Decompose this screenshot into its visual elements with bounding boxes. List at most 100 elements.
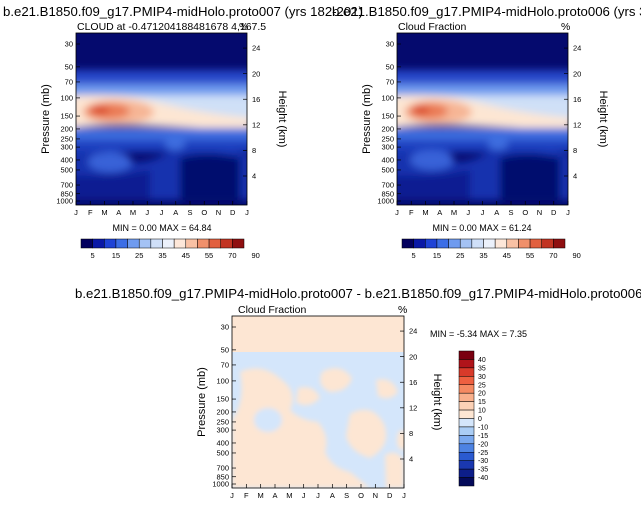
colorbar-swatch bbox=[458, 384, 475, 394]
min-max-label: MIN = 0.00 MAX = 64.84 bbox=[112, 223, 211, 233]
heatmap-field bbox=[397, 33, 568, 205]
variable-label: Cloud Fraction bbox=[238, 304, 306, 316]
y-tick-label: 30 bbox=[65, 40, 73, 49]
colorbar-label: 70 bbox=[549, 251, 557, 260]
colorbar-label: 5 bbox=[91, 251, 95, 260]
y-tick-label: 250 bbox=[60, 135, 73, 144]
colorbar-label: 35 bbox=[158, 251, 166, 260]
y-tick-label-right: 8 bbox=[409, 429, 413, 438]
x-tick-label: D bbox=[230, 208, 236, 217]
colorbar-swatch bbox=[115, 238, 128, 249]
panel-title: b.e21.B1850.f09_g17.PMIP4-midHolo.proto0… bbox=[3, 4, 363, 19]
x-tick-label: M bbox=[451, 208, 457, 217]
colorbar-swatch bbox=[506, 238, 519, 249]
colorbar-label: 20 bbox=[478, 391, 486, 398]
y-tick-label-right: 4 bbox=[252, 172, 256, 181]
colorbar-label: 25 bbox=[456, 251, 464, 260]
x-tick-label: A bbox=[116, 208, 121, 217]
colorbar-label: 55 bbox=[526, 251, 534, 260]
colorbar-swatch bbox=[138, 238, 152, 249]
colorbar-label: 25 bbox=[478, 382, 486, 389]
y-tick-label: 200 bbox=[60, 125, 73, 134]
y-tick-label: 700 bbox=[60, 181, 73, 190]
colorbar-swatch bbox=[458, 477, 475, 487]
colorbar-swatch bbox=[458, 443, 475, 453]
y-tick-label: 200 bbox=[216, 408, 229, 417]
y-tick-label: 200 bbox=[381, 125, 394, 134]
x-tick-label: J bbox=[466, 208, 470, 217]
y-tick-label: 100 bbox=[60, 94, 73, 103]
x-tick-label: J bbox=[481, 208, 485, 217]
colorbar-swatch bbox=[197, 238, 210, 249]
y-axis-label-right: Height (km) bbox=[597, 91, 609, 148]
y-tick-label-right: 16 bbox=[573, 95, 581, 104]
y-tick-label: 500 bbox=[60, 166, 73, 175]
y-tick-label-right: 20 bbox=[409, 352, 417, 361]
colorbar-swatch bbox=[232, 238, 245, 249]
y-axis-label: Pressure (mb) bbox=[361, 84, 373, 154]
y-tick-label: 850 bbox=[216, 472, 229, 481]
x-tick-label: M bbox=[130, 208, 136, 217]
y-tick-label: 850 bbox=[60, 189, 73, 198]
colorbar-swatch bbox=[529, 238, 542, 249]
y-tick-label-right: 8 bbox=[252, 146, 256, 155]
colorbar-label: 45 bbox=[182, 251, 190, 260]
x-tick-label: M bbox=[286, 491, 292, 500]
x-tick-label: D bbox=[387, 491, 393, 500]
y-tick-label: 700 bbox=[381, 181, 394, 190]
colorbar-swatch bbox=[173, 238, 187, 249]
y-tick-label: 150 bbox=[216, 395, 229, 404]
panel-title: b.e21.B1850.f09_g17.PMIP4-midHolo.proto0… bbox=[332, 4, 641, 19]
y-tick-label-right: 24 bbox=[252, 44, 260, 53]
colorbar: 5 15 25 35 45 55 70 90 bbox=[401, 238, 581, 260]
colorbar-label: 15 bbox=[433, 251, 441, 260]
colorbar-swatch bbox=[459, 238, 473, 249]
y-tick-label-right: 4 bbox=[573, 172, 577, 181]
colorbar-swatch bbox=[458, 418, 475, 428]
y-tick-label: 250 bbox=[216, 418, 229, 427]
colorbar-swatch bbox=[92, 238, 105, 249]
colorbar-swatch bbox=[483, 238, 496, 249]
panel-title: b.e21.B1850.f09_g17.PMIP4-midHolo.proto0… bbox=[75, 286, 641, 301]
colorbar-label: 5 bbox=[412, 251, 416, 260]
colorbar-swatch bbox=[150, 238, 163, 249]
x-tick-label: J bbox=[160, 208, 164, 217]
colorbar-label: 35 bbox=[478, 365, 486, 372]
x-tick-label: A bbox=[494, 208, 499, 217]
colorbar-label: -35 bbox=[478, 467, 488, 474]
colorbar-swatch bbox=[162, 238, 175, 249]
x-tick-label: J bbox=[302, 491, 306, 500]
colorbar-label: -10 bbox=[478, 424, 488, 431]
x-tick-label: A bbox=[272, 491, 277, 500]
x-tick-label: S bbox=[187, 208, 192, 217]
min-max-label: MIN = -5.34 MAX = 7.35 bbox=[430, 329, 527, 339]
x-tick-label: M bbox=[101, 208, 107, 217]
y-tick-label-right: 16 bbox=[252, 95, 260, 104]
colorbar: 5 15 25 35 45 55 70 90 bbox=[80, 238, 260, 260]
colorbar-label: 15 bbox=[112, 251, 120, 260]
colorbar-swatch bbox=[518, 238, 531, 249]
colorbar-label: -15 bbox=[478, 433, 488, 440]
colorbar-label: 45 bbox=[503, 251, 511, 260]
x-tick-label: D bbox=[551, 208, 557, 217]
y-tick-label: 100 bbox=[381, 94, 394, 103]
colorbar-label: 25 bbox=[135, 251, 143, 260]
y-tick-label: 50 bbox=[65, 62, 73, 71]
heatmap-field bbox=[232, 316, 404, 488]
y-tick-label-right: 4 bbox=[409, 455, 413, 464]
y-tick-label: 300 bbox=[381, 143, 394, 152]
x-tick-label: F bbox=[244, 491, 249, 500]
y-axis-label: Pressure (mb) bbox=[40, 84, 52, 154]
y-tick-label: 300 bbox=[60, 143, 73, 152]
colorbar-swatch bbox=[220, 238, 233, 249]
y-tick-label: 250 bbox=[381, 135, 394, 144]
x-tick-label: J bbox=[395, 208, 399, 217]
colorbar-swatch bbox=[458, 367, 475, 377]
colorbar-label: 30 bbox=[478, 374, 486, 381]
x-tick-label: F bbox=[409, 208, 414, 217]
colorbar-swatch bbox=[458, 468, 475, 478]
colorbar-label: -40 bbox=[478, 475, 488, 482]
x-tick-label: J bbox=[230, 491, 234, 500]
